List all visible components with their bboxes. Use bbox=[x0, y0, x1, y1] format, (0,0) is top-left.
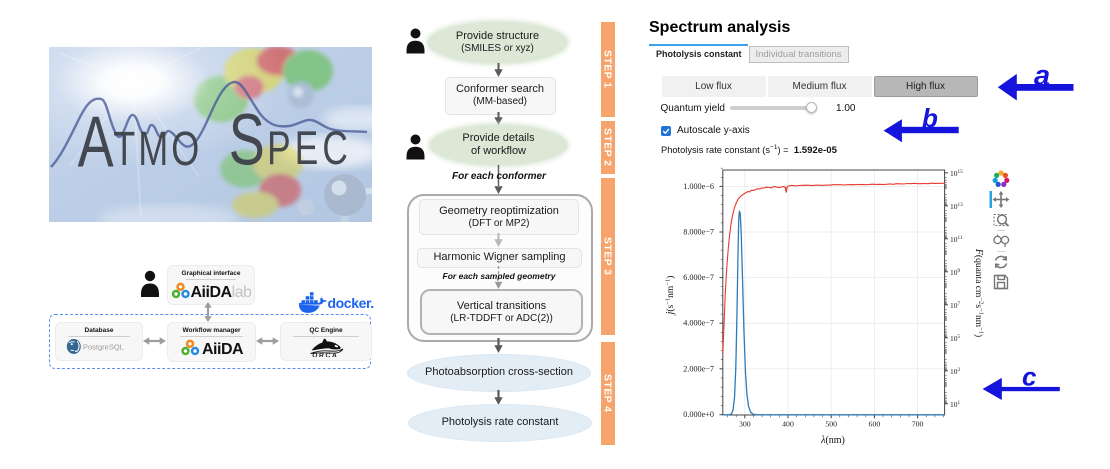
svg-text:2.000e−7: 2.000e−7 bbox=[683, 364, 714, 373]
svg-text:docker.: docker. bbox=[328, 295, 374, 311]
svg-text:0.000e+0: 0.000e+0 bbox=[683, 410, 714, 419]
svg-text:AiiDA: AiiDA bbox=[202, 341, 244, 357]
svg-text:A: A bbox=[78, 102, 114, 182]
svg-text:1011: 1011 bbox=[950, 235, 963, 244]
svg-text:109: 109 bbox=[950, 268, 961, 277]
svg-text:TMO: TMO bbox=[113, 122, 202, 175]
svg-text:a: a bbox=[1034, 60, 1050, 92]
svg-text:c: c bbox=[1022, 362, 1037, 392]
svg-text:PEC: PEC bbox=[267, 121, 352, 174]
svg-text:8.000e−7: 8.000e−7 bbox=[683, 228, 714, 237]
svg-text:600: 600 bbox=[869, 420, 881, 429]
svg-text:1013: 1013 bbox=[950, 202, 963, 211]
svg-text:105: 105 bbox=[950, 334, 961, 343]
svg-text:1015: 1015 bbox=[950, 169, 963, 178]
svg-text:PostgreSQL: PostgreSQL bbox=[83, 343, 124, 352]
svg-text:λ(nm): λ(nm) bbox=[820, 435, 845, 446]
svg-text:b: b bbox=[922, 104, 938, 133]
svg-text:700: 700 bbox=[912, 420, 924, 429]
svg-text:F(quanta cm−2s−1nm−1): F(quanta cm−2s−1nm−1) bbox=[973, 248, 985, 337]
svg-text:ORCA: ORCA bbox=[312, 353, 339, 357]
svg-text:107: 107 bbox=[950, 301, 961, 310]
svg-text:300: 300 bbox=[739, 420, 751, 429]
svg-text:j(s−1nm−1): j(s−1nm−1) bbox=[665, 276, 677, 317]
svg-text:400: 400 bbox=[782, 420, 794, 429]
svg-text:S: S bbox=[229, 100, 265, 180]
svg-text:1.000e−6: 1.000e−6 bbox=[683, 182, 714, 191]
svg-text:4.000e−7: 4.000e−7 bbox=[683, 319, 714, 328]
svg-text:500: 500 bbox=[825, 420, 837, 429]
svg-text:101: 101 bbox=[950, 400, 961, 409]
svg-text:AiiDAlab: AiiDAlab bbox=[191, 284, 253, 300]
svg-text:6.000e−7: 6.000e−7 bbox=[683, 273, 714, 282]
svg-text:103: 103 bbox=[950, 367, 961, 376]
